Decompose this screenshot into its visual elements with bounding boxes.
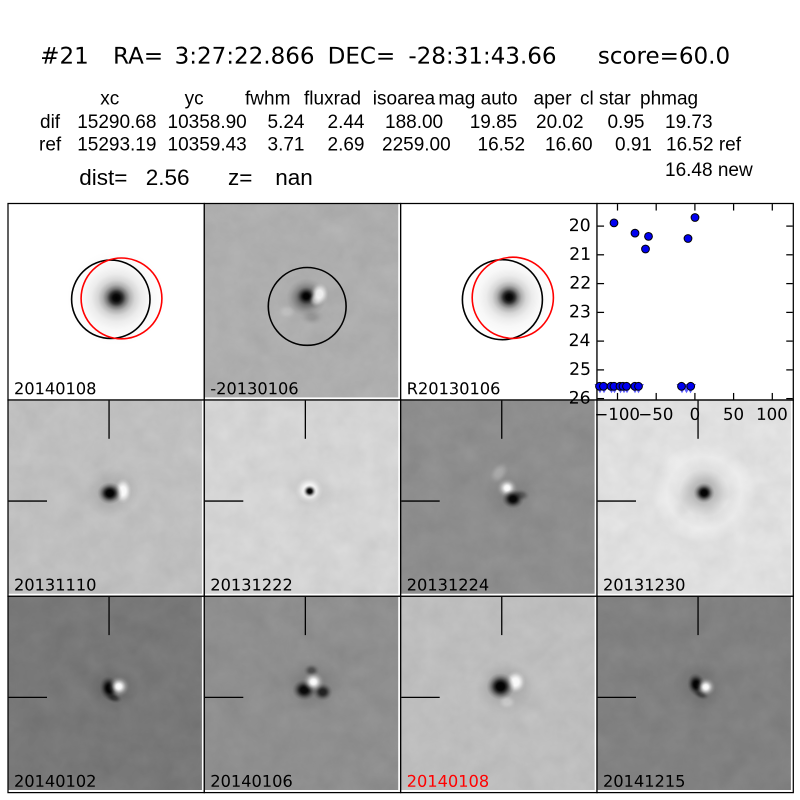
svg-text:0.95: 0.95 [608,112,645,133]
svg-text:yc: yc [185,89,204,110]
svg-text:15293.19: 15293.19 [77,135,156,156]
svg-text:fluxrad: fluxrad [304,89,361,110]
svg-text:19.73: 19.73 [665,112,713,133]
svg-text:10359.43: 10359.43 [168,135,247,156]
svg-text:10358.90: 10358.90 [168,112,247,133]
svg-text:15290.68: 15290.68 [77,112,156,133]
svg-text:phmag: phmag [640,89,698,110]
svg-text:16.60: 16.60 [545,135,593,156]
svg-text:188.00: 188.00 [385,112,443,133]
svg-text:cl star: cl star [580,89,631,110]
svg-text:xc: xc [100,89,119,110]
svg-text:2.44: 2.44 [328,112,365,133]
svg-text:16.52 ref: 16.52 ref [666,135,742,156]
svg-text:z=: z= [228,165,252,190]
svg-text:2.69: 2.69 [328,135,365,156]
svg-text:nan: nan [275,165,313,190]
svg-text:dif: dif [40,112,61,133]
svg-text:3.71: 3.71 [268,135,305,156]
svg-text:ref: ref [39,135,62,156]
svg-text:16.52: 16.52 [478,135,526,156]
svg-text:16.48 new: 16.48 new [665,160,753,181]
svg-text:2.56: 2.56 [146,165,190,190]
svg-text:19.85: 19.85 [470,112,518,133]
svg-text:aper: aper [534,89,573,110]
svg-text:0.91: 0.91 [615,135,652,156]
svg-text:5.24: 5.24 [268,112,305,133]
svg-text:20.02: 20.02 [536,112,584,133]
svg-text:fwhm: fwhm [245,89,290,110]
svg-text:2259.00: 2259.00 [382,135,451,156]
svg-text:dist=: dist= [79,165,127,190]
svg-text:isoarea: isoarea [373,89,436,110]
svg-text:mag auto: mag auto [438,89,517,110]
